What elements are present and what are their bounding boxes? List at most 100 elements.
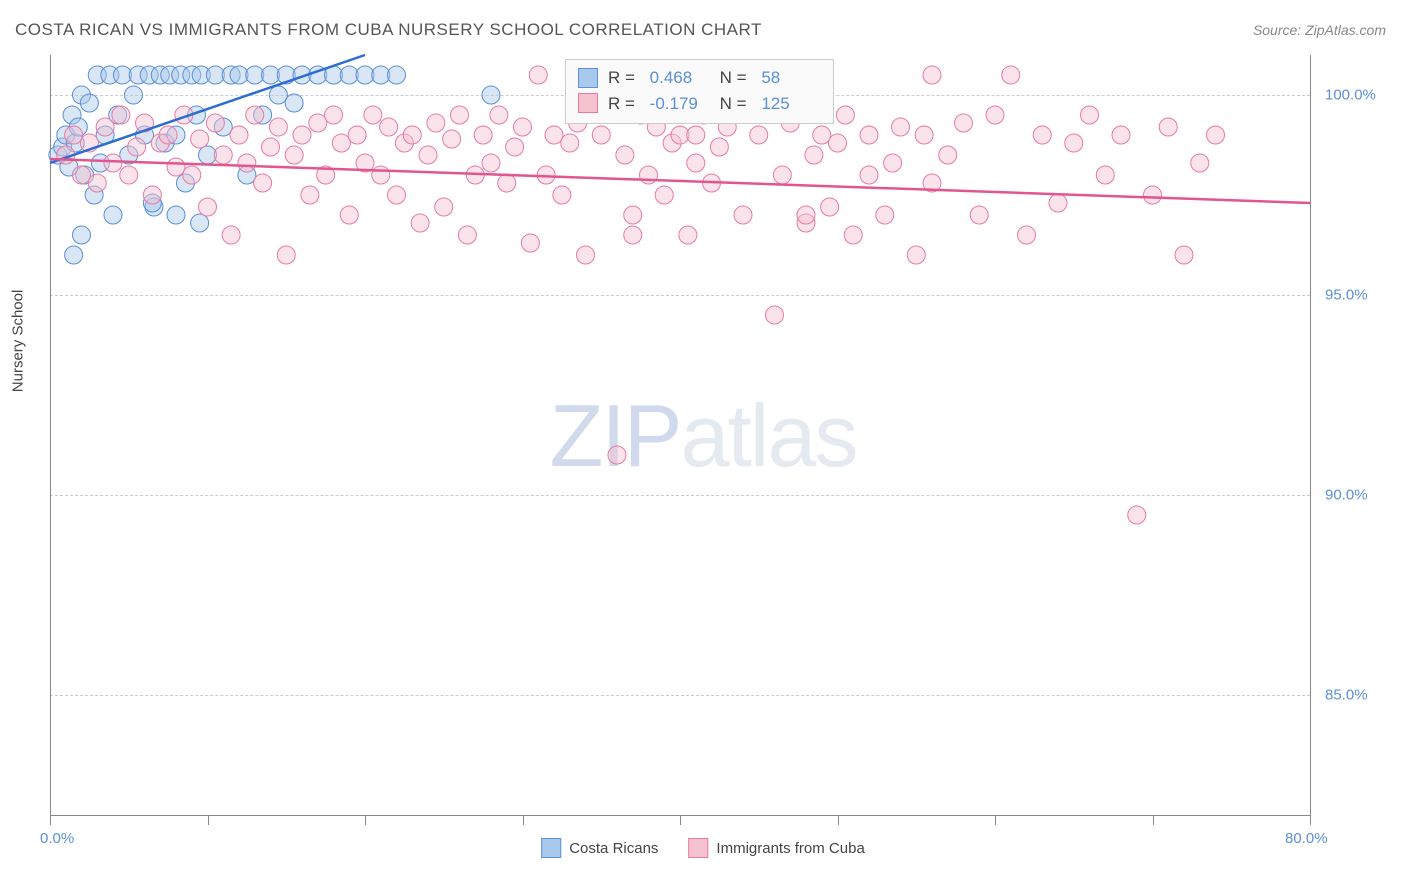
data-point — [65, 126, 83, 144]
data-point — [325, 106, 343, 124]
data-point — [277, 246, 295, 264]
data-point — [514, 118, 532, 136]
data-point — [411, 214, 429, 232]
data-point — [829, 134, 847, 152]
y-tick-label: 100.0% — [1325, 87, 1376, 104]
data-point — [482, 86, 500, 104]
data-point — [104, 154, 122, 172]
y-tick-label: 85.0% — [1325, 687, 1368, 704]
data-point — [1159, 118, 1177, 136]
data-point — [844, 226, 862, 244]
data-point — [766, 306, 784, 324]
legend-swatch — [541, 838, 561, 858]
data-point — [1033, 126, 1051, 144]
trend-line — [50, 159, 1310, 203]
data-point — [388, 186, 406, 204]
data-point — [269, 118, 287, 136]
data-point — [73, 226, 91, 244]
data-point — [348, 126, 366, 144]
data-point — [380, 118, 398, 136]
data-point — [451, 106, 469, 124]
plot-right-border — [1310, 55, 1311, 815]
data-point — [498, 174, 516, 192]
data-point — [545, 126, 563, 144]
data-point — [521, 234, 539, 252]
data-point — [773, 166, 791, 184]
data-point — [970, 206, 988, 224]
data-point — [1112, 126, 1130, 144]
data-point — [592, 126, 610, 144]
data-point — [112, 106, 130, 124]
data-point — [364, 106, 382, 124]
data-point — [309, 114, 327, 132]
data-point — [206, 114, 224, 132]
y-tick-label: 90.0% — [1325, 487, 1368, 504]
data-point — [120, 166, 138, 184]
data-point — [1049, 194, 1067, 212]
data-point — [561, 134, 579, 152]
data-point — [608, 446, 626, 464]
data-point — [955, 114, 973, 132]
data-point — [1144, 186, 1162, 204]
data-point — [285, 146, 303, 164]
data-point — [687, 126, 705, 144]
data-point — [506, 138, 524, 156]
data-point — [907, 246, 925, 264]
data-point — [80, 94, 98, 112]
data-point — [285, 94, 303, 112]
data-point — [73, 166, 91, 184]
stats-swatch-1 — [578, 93, 598, 113]
data-point — [655, 186, 673, 204]
data-point — [1081, 106, 1099, 124]
data-point — [301, 186, 319, 204]
data-point — [490, 106, 508, 124]
data-point — [1065, 134, 1083, 152]
data-point — [577, 246, 595, 264]
data-point — [214, 146, 232, 164]
x-tick-label: 0.0% — [40, 830, 74, 847]
data-point — [332, 134, 350, 152]
data-point — [1191, 154, 1209, 172]
y-tick-label: 95.0% — [1325, 287, 1368, 304]
data-point — [750, 126, 768, 144]
data-point — [986, 106, 1004, 124]
data-point — [340, 206, 358, 224]
x-tick-label: 80.0% — [1285, 830, 1328, 847]
data-point — [805, 146, 823, 164]
data-point — [836, 106, 854, 124]
data-point — [167, 206, 185, 224]
data-point — [710, 138, 728, 156]
data-point — [679, 226, 697, 244]
data-point — [143, 186, 161, 204]
data-point — [230, 126, 248, 144]
data-point — [876, 206, 894, 224]
title-bar: COSTA RICAN VS IMMIGRANTS FROM CUBA NURS… — [15, 20, 1386, 40]
y-axis-label: Nursery School — [10, 290, 27, 393]
data-point — [553, 186, 571, 204]
legend-label: Costa Ricans — [569, 840, 658, 857]
data-point — [923, 66, 941, 84]
data-point — [167, 158, 185, 176]
data-point — [915, 126, 933, 144]
data-point — [734, 206, 752, 224]
data-point — [104, 206, 122, 224]
data-point — [159, 126, 177, 144]
data-point — [939, 146, 957, 164]
data-point — [624, 206, 642, 224]
data-point — [458, 226, 476, 244]
data-point — [388, 66, 406, 84]
data-point — [238, 154, 256, 172]
data-point — [443, 130, 461, 148]
data-point — [96, 118, 114, 136]
stats-box: R = 0.468 N = 58 R = -0.179 N = 125 — [565, 59, 834, 124]
data-point — [254, 174, 272, 192]
source-label: Source: ZipAtlas.com — [1253, 22, 1386, 38]
data-point — [624, 226, 642, 244]
data-point — [419, 146, 437, 164]
data-point — [124, 86, 142, 104]
data-point — [435, 198, 453, 216]
data-point — [128, 138, 146, 156]
data-point — [860, 166, 878, 184]
data-point — [892, 118, 910, 136]
data-point — [262, 138, 280, 156]
